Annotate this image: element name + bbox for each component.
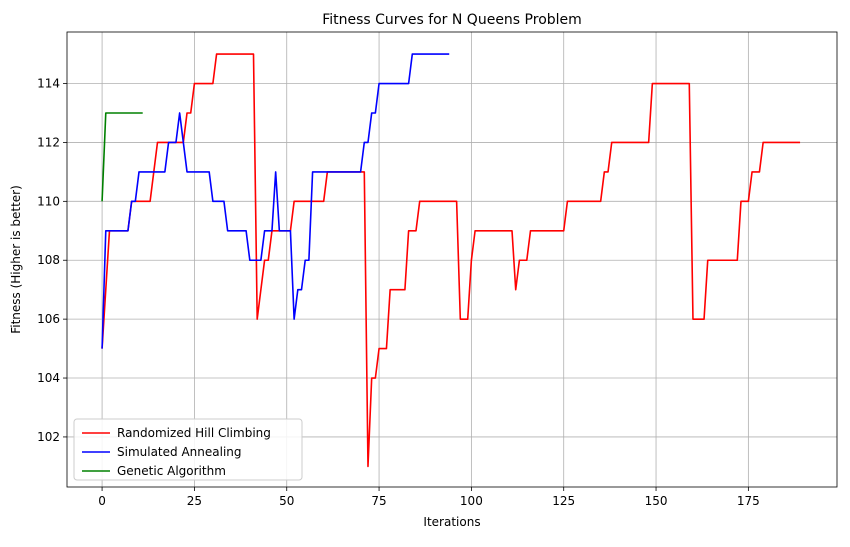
x-tick-label: 125 [552, 494, 575, 508]
x-tick-label: 100 [460, 494, 483, 508]
plot-frame [66, 31, 838, 488]
legend-box [73, 418, 303, 481]
series-lines [101, 53, 801, 468]
y-tick-label: 112 [37, 135, 60, 149]
y-tick-label: 114 [37, 77, 60, 91]
x-tick-label: 50 [279, 494, 294, 508]
legend-label: Genetic Algorithm [117, 464, 226, 478]
series-line-genetic-algorithm [101, 112, 143, 202]
series-line-randomized-hill-climbing [101, 53, 801, 468]
legend: Randomized Hill Climbing Simulated Anneal… [73, 418, 303, 481]
x-tick-label: 150 [645, 494, 668, 508]
y-axis-title: Fitness (Higher is better) [9, 185, 23, 334]
y-tick-label: 102 [37, 430, 60, 444]
x-tick-label: 0 [98, 494, 106, 508]
x-axis-title: Iterations [423, 515, 480, 529]
series-line-simulated-annealing [101, 53, 450, 349]
legend-label: Randomized Hill Climbing [117, 426, 271, 440]
chart-title: Fitness Curves for N Queens Problem [322, 12, 582, 28]
x-tick-label: 25 [187, 494, 202, 508]
y-tick-label: 106 [37, 312, 60, 326]
y-tick-label: 108 [37, 253, 60, 267]
axis-ticks: 0 25 50 75 100 125 150 175 102 104 106 108 110 112 114 [37, 77, 760, 508]
x-tick-label: 175 [737, 494, 760, 508]
y-tick-label: 104 [37, 371, 60, 385]
x-tick-label: 75 [371, 494, 386, 508]
y-tick-label: 110 [37, 194, 60, 208]
legend-label: Simulated Annealing [117, 445, 242, 459]
